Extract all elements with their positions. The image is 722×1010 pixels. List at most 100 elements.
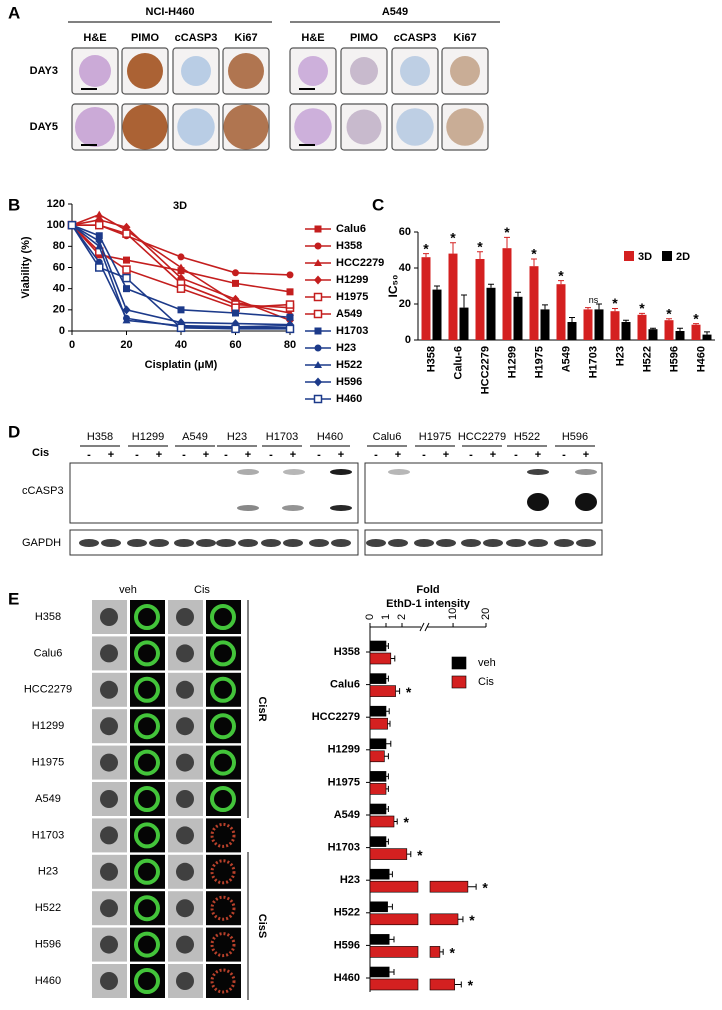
x-tick-label: 40 [175,339,187,351]
error-bar [612,308,618,312]
spheroid-fluo [134,858,160,885]
series-line [71,224,291,328]
annotation: * [504,224,510,240]
x-tick-label: 0 [69,339,75,351]
y-tick-label: 0 [59,325,65,337]
x-tick-label: H1703 [587,346,599,378]
row-label: H522 [35,902,61,914]
annotation: * [693,310,699,326]
y-tick-label: 20 [399,298,411,310]
marker [123,256,130,264]
stain-label: H&E [83,32,106,44]
marker [177,253,185,261]
spheroid-fluo [210,786,236,812]
bar [369,673,387,684]
spheroid [75,107,115,147]
spheroid-fluo [134,604,160,630]
annotation: * [482,879,488,895]
spheroid-fluo [210,749,236,776]
band [174,539,194,547]
spheroid [176,717,194,736]
row-label: H23 [38,866,58,878]
error-bar [488,283,494,288]
band [127,539,147,547]
bar [369,836,387,847]
y-tick-label: H1299 [328,744,360,756]
marker [67,220,77,230]
bar [675,331,685,340]
annotation: * [406,684,412,700]
bar [369,750,385,763]
bar [429,880,469,893]
error-bar [439,948,444,955]
error-bar [650,327,656,330]
condition-label: veh [119,584,137,596]
x-tick-label: 60 [229,339,241,351]
marker [314,327,322,335]
annotation: * [403,814,409,830]
spheroid-fluo [210,640,236,667]
x-tick-label: 20 [480,608,492,620]
y-tick-label: 40 [399,262,411,274]
annotation: * [612,295,618,311]
bar [369,783,387,795]
error-bar [387,903,393,910]
error-bar [677,327,683,331]
band [149,539,169,547]
bar [513,296,523,340]
row-label: Calu6 [34,647,63,659]
marker [95,236,104,246]
bar [369,771,387,782]
legend-label: H1299 [336,274,368,286]
sign-label: + [443,449,449,461]
error-bar [386,806,389,812]
row-label: H460 [35,975,61,987]
y-tick-label: H23 [340,874,360,886]
bar [369,652,392,665]
y-tick-label: 100 [47,219,65,231]
spheroid-fluo [210,822,236,848]
bar [421,257,431,340]
lane-label: H460 [317,431,343,443]
y-tick-label: 40 [53,283,65,295]
band [79,539,99,547]
series-line [71,224,291,293]
band [528,539,548,547]
band [330,505,352,511]
band [237,469,259,475]
band [527,493,549,511]
error-bar [386,708,390,715]
axis-break [419,622,425,632]
sign-label: + [290,449,296,461]
spheroid [176,608,194,626]
band [237,505,259,511]
row-label: H1703 [32,829,64,841]
lane-label: H358 [87,431,113,443]
x-tick-label: H522 [641,346,653,372]
band [414,539,434,547]
error-bar [504,236,510,249]
series-line [71,213,291,314]
bar [369,913,419,926]
spheroid [228,53,264,89]
annotation: * [468,977,474,993]
spheroid [446,108,484,146]
spheroid [100,972,118,990]
marker [122,265,131,274]
spheroid [176,826,194,845]
marker [313,309,323,319]
spheroid-fluo [134,786,160,812]
y-tick-label: H596 [334,939,360,951]
legend-label: H358 [336,240,362,252]
x-tick-label: H23 [614,346,626,366]
band [196,539,216,547]
error-bar [585,307,591,310]
bar [448,253,458,340]
bar [459,307,469,340]
spheroid-fluo [134,822,160,849]
bar [637,314,647,340]
y-axis-label: IC₅₀ [386,275,400,298]
bar [502,248,512,340]
spheroid [396,108,434,146]
